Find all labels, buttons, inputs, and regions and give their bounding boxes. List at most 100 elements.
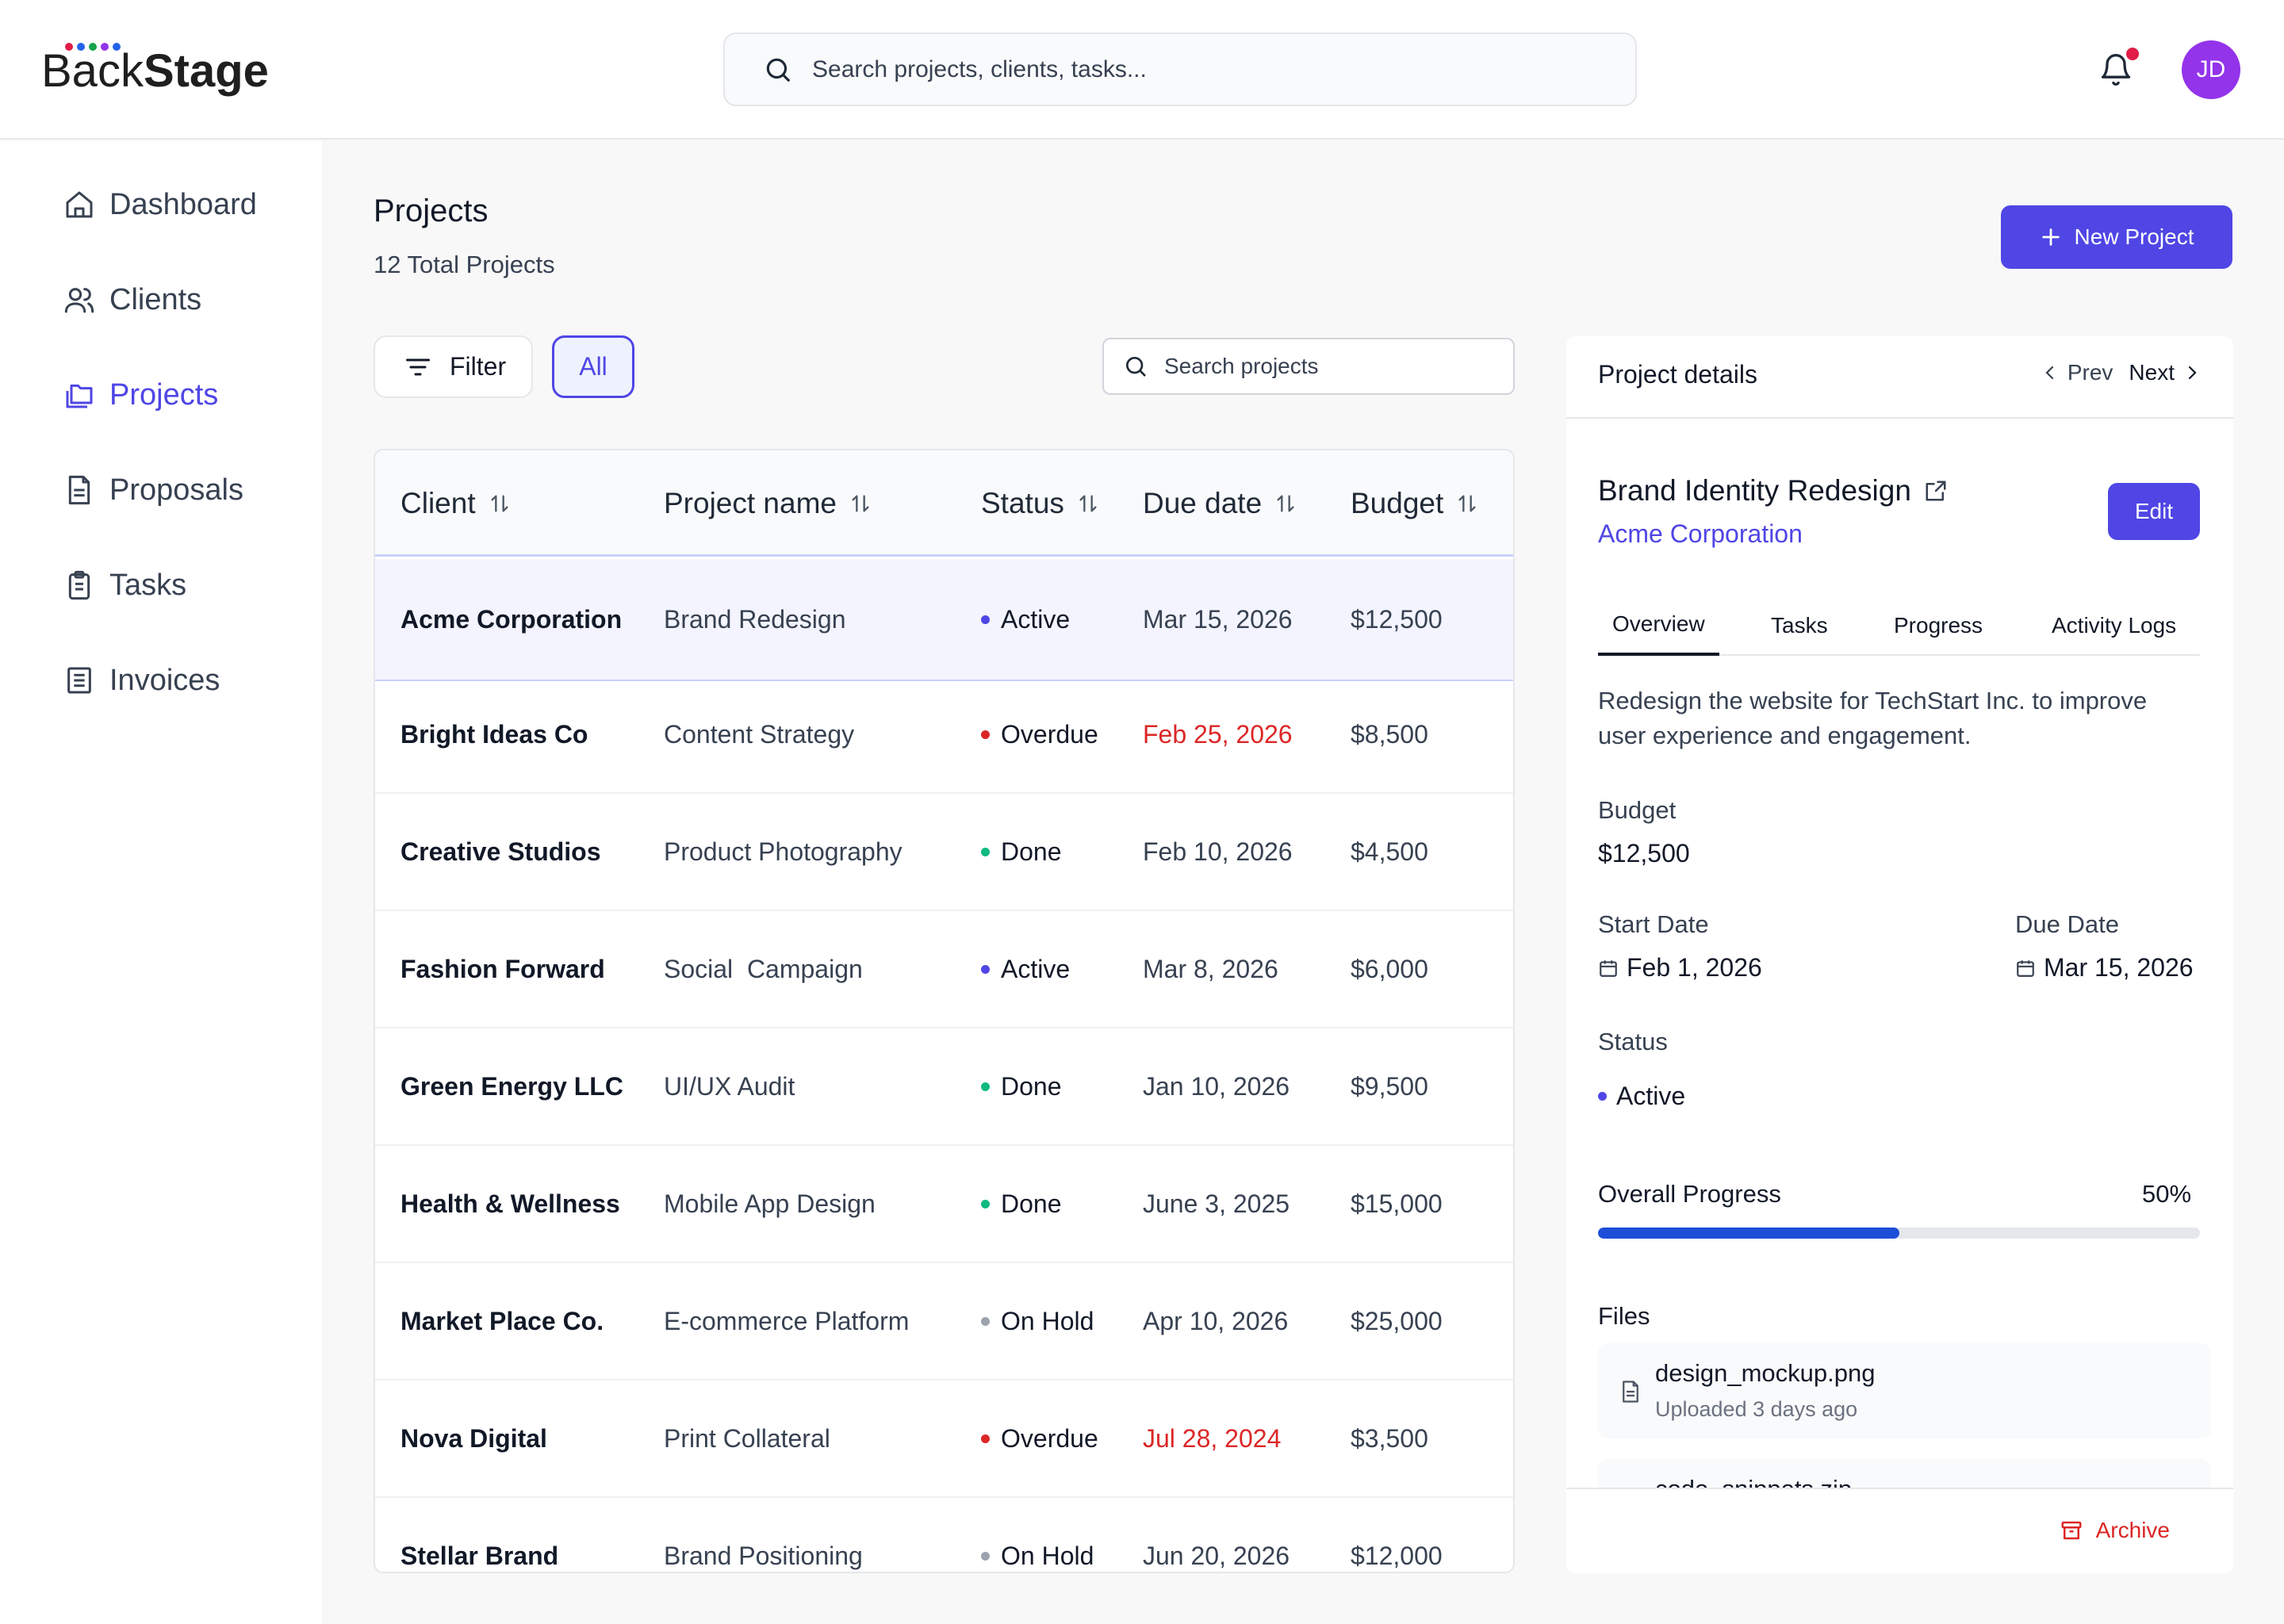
- cell-project: Social Campaign: [664, 954, 863, 983]
- sidebar-item-projects[interactable]: Projects: [63, 371, 218, 419]
- cell-client: Health & Wellness: [400, 1189, 620, 1218]
- user-avatar[interactable]: JD: [2182, 40, 2240, 99]
- column-header-project[interactable]: Project name: [664, 450, 872, 557]
- tab-overview[interactable]: Overview: [1598, 596, 1719, 656]
- global-search-input[interactable]: [812, 56, 1589, 83]
- bell-icon[interactable]: [2098, 51, 2133, 89]
- cell-status: Done: [981, 1028, 1062, 1144]
- chevron-left-icon[interactable]: [2041, 363, 2060, 382]
- file-name: design_mockup.png: [1655, 1359, 1876, 1387]
- sidebar: Dashboard Clients Projects Proposals Tas…: [0, 141, 322, 1624]
- sidebar-item-label: Dashboard: [109, 187, 257, 221]
- file-meta: Uploaded 3 days ago: [1655, 1397, 1858, 1421]
- status-dot: [1598, 1092, 1607, 1101]
- archive-icon: [2061, 1521, 2082, 1540]
- cell-project: UI/UX Audit: [664, 1071, 795, 1101]
- external-link-icon[interactable]: [1924, 479, 1948, 503]
- status-dot: [981, 1551, 990, 1561]
- archive-button[interactable]: Archive: [2060, 1518, 2170, 1543]
- table-row[interactable]: Acme Corporation Brand Redesign Active Mar …: [375, 559, 1513, 681]
- panel-footer: Archive: [1566, 1488, 2233, 1573]
- status-label: Status: [1598, 1028, 1668, 1055]
- project-count: 12 Total Projects: [374, 251, 555, 278]
- pager: Prev Next: [2041, 360, 2202, 385]
- app-logo[interactable]: BackStage: [41, 40, 279, 103]
- global-search[interactable]: [723, 33, 1637, 106]
- cell-budget: $9,500: [1351, 1071, 1428, 1101]
- table-row[interactable]: Nova Digital Print Collateral Overdue Jul 2…: [375, 1381, 1513, 1498]
- tab-progress[interactable]: Progress: [1894, 613, 1983, 638]
- users-icon: [64, 288, 94, 313]
- cell-client: Nova Digital: [400, 1423, 547, 1453]
- cell-project: E-commerce Platform: [664, 1306, 910, 1335]
- table-row[interactable]: Stellar Brand Brand Positioning On Hold Jun…: [375, 1498, 1513, 1572]
- project-title: Brand Identity Redesign: [1598, 474, 1948, 508]
- cell-status: Overdue: [981, 676, 1098, 792]
- cell-due-date: Jan 10, 2026: [1143, 1071, 1290, 1101]
- cell-status: Done: [981, 794, 1062, 910]
- folders-icon: [66, 384, 93, 408]
- file-item[interactable]: design_mockup.png Uploaded 3 days ago: [1598, 1343, 2211, 1438]
- column-header-budget[interactable]: Budget: [1351, 450, 1478, 557]
- cell-status: Active: [981, 911, 1070, 1027]
- status-dot: [981, 1434, 990, 1443]
- cell-budget: $12,000: [1351, 1541, 1443, 1570]
- sidebar-item-label: Tasks: [109, 568, 187, 602]
- status-dot: [981, 1199, 990, 1208]
- status-dot: [981, 730, 990, 739]
- prev-button[interactable]: Prev: [2067, 360, 2113, 385]
- project-search[interactable]: [1102, 338, 1515, 395]
- sort-icon: [1458, 495, 1476, 512]
- cell-due-date: Jul 28, 2024: [1143, 1423, 1282, 1453]
- table-row[interactable]: Health & Wellness Mobile App Design Done Ju…: [375, 1146, 1513, 1263]
- sidebar-item-tasks[interactable]: Tasks: [63, 561, 186, 609]
- filter-label: Filter: [450, 352, 507, 381]
- column-header-status[interactable]: Status: [981, 450, 1099, 557]
- tab-activity-logs[interactable]: Activity Logs: [2052, 613, 2177, 638]
- edit-button[interactable]: Edit: [2108, 483, 2200, 540]
- new-project-button[interactable]: New Project: [2001, 205, 2232, 269]
- table-row[interactable]: Creative Studios Product Photography Done F…: [375, 794, 1513, 911]
- filter-icon: [406, 358, 430, 375]
- calendar-icon: [1600, 959, 1617, 977]
- files-label: Files: [1598, 1302, 1650, 1330]
- cell-project: Content Strategy: [664, 719, 855, 749]
- next-button[interactable]: Next: [2129, 360, 2175, 385]
- table-row[interactable]: Green Energy LLC UI/UX Audit Done Jan 10, 2…: [375, 1028, 1513, 1146]
- start-date-label: Start Date: [1598, 910, 1709, 938]
- logo-text: BackStage: [41, 45, 269, 97]
- cell-status: Active: [981, 559, 1070, 680]
- sidebar-item-invoices[interactable]: Invoices: [63, 657, 220, 704]
- filter-button[interactable]: Filter: [374, 335, 533, 398]
- project-search-input[interactable]: [1164, 354, 1497, 379]
- cell-status: Overdue: [981, 1381, 1098, 1496]
- chevron-right-icon[interactable]: [2182, 363, 2202, 382]
- status-dot: [981, 964, 990, 974]
- all-filter-chip[interactable]: All: [552, 335, 634, 398]
- cell-budget: $4,500: [1351, 837, 1428, 866]
- sort-icon: [491, 495, 508, 512]
- due-date-label: Due Date: [2015, 910, 2119, 938]
- tab-tasks[interactable]: Tasks: [1771, 613, 1828, 638]
- cell-project: Brand Positioning: [664, 1541, 863, 1570]
- due-date-value: Mar 15, 2026: [2015, 953, 2194, 982]
- table-row[interactable]: Market Place Co. E-commerce Platform On Ho…: [375, 1263, 1513, 1381]
- progress-label: Overall Progress: [1598, 1180, 1781, 1208]
- table-row[interactable]: Fashion Forward Social Campaign Active Mar …: [375, 911, 1513, 1028]
- sidebar-item-dashboard[interactable]: Dashboard: [63, 181, 257, 228]
- column-header-client[interactable]: Client: [400, 450, 511, 557]
- cell-project: Print Collateral: [664, 1423, 830, 1453]
- cell-budget: $8,500: [1351, 719, 1428, 749]
- sidebar-item-proposals[interactable]: Proposals: [63, 466, 243, 514]
- sidebar-item-label: Invoices: [109, 663, 220, 697]
- budget-value: $12,500: [1598, 839, 1690, 868]
- column-header-due-date[interactable]: Due date: [1143, 450, 1297, 557]
- cell-due-date: Mar 15, 2026: [1143, 604, 1293, 634]
- sidebar-item-clients[interactable]: Clients: [63, 276, 201, 324]
- status-dot: [981, 1316, 990, 1326]
- table-row[interactable]: Bright Ideas Co Content Strategy Overdue Fe…: [375, 676, 1513, 794]
- project-client-link[interactable]: Acme Corporation: [1598, 519, 1803, 548]
- table-header: Client Project name Status Due date Budg…: [375, 450, 1513, 557]
- cell-client: Fashion Forward: [400, 954, 605, 983]
- file-icon: [1623, 1381, 1638, 1403]
